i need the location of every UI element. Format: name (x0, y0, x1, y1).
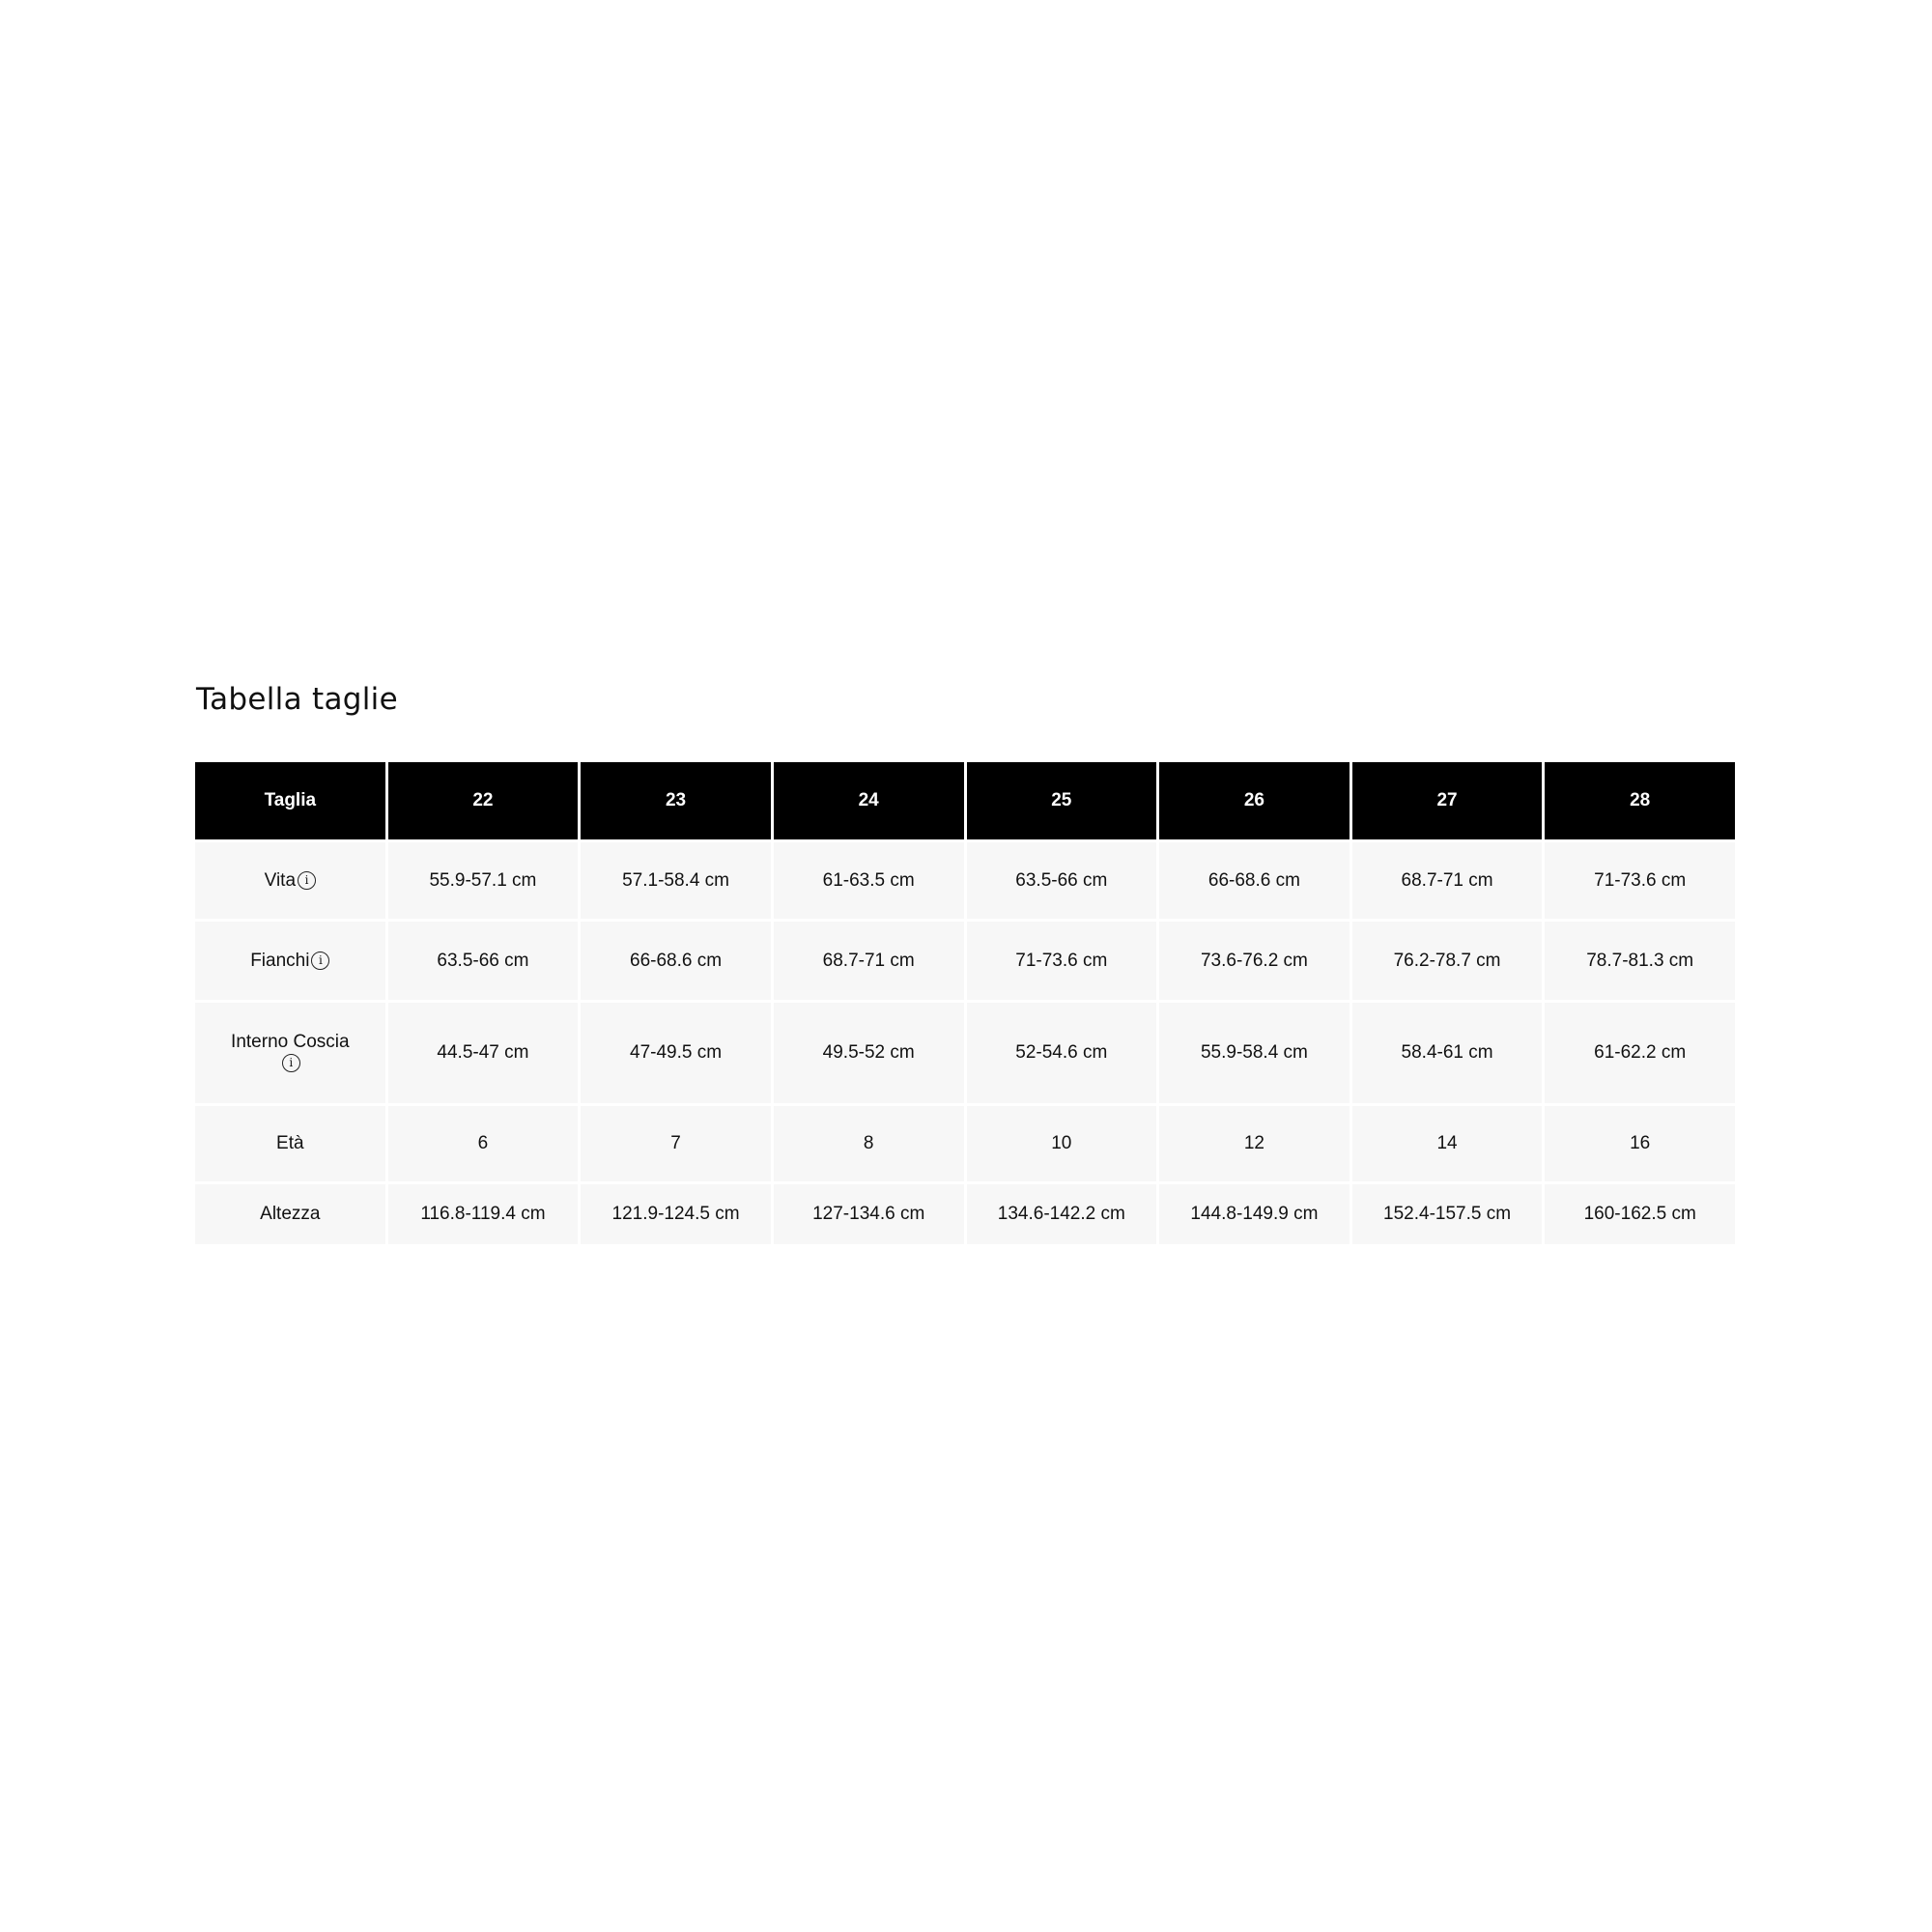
header-size-27: 27 (1351, 762, 1543, 839)
value-cell: 16 (1545, 1106, 1735, 1181)
table-row: Vita i 55.9-57.1 cm 57.1-58.4 cm 61-63.5 cm 6… (195, 842, 1735, 919)
value-cell: 76.2-78.7 cm (1351, 922, 1543, 1000)
table-row: Interno Coscia i 44.5-47 cm 47-49.5 cm 49.5-… (195, 1003, 1735, 1103)
value-cell: 61-62.2 cm (1545, 1003, 1735, 1103)
value-cell: 71-73.6 cm (1545, 842, 1735, 919)
size-chart-table: Taglia 22 23 24 25 26 27 28 Vita i 55.9-57.1 cm 57… (192, 759, 1738, 1247)
value-cell: 61-63.5 cm (773, 842, 964, 919)
value-cell: 71-73.6 cm (966, 922, 1157, 1000)
header-size-22: 22 (387, 762, 579, 839)
value-cell: 68.7-71 cm (1351, 842, 1543, 919)
value-cell: 57.1-58.4 cm (581, 842, 771, 919)
value-cell: 134.6-142.2 cm (966, 1184, 1157, 1244)
value-cell: 52-54.6 cm (966, 1003, 1157, 1103)
value-cell: 55.9-57.1 cm (387, 842, 579, 919)
table-row: Fianchi i 63.5-66 cm 66-68.6 cm 68.7-71 cm 71… (195, 922, 1735, 1000)
value-cell: 152.4-157.5 cm (1351, 1184, 1543, 1244)
value-cell: 160-162.5 cm (1545, 1184, 1735, 1244)
row-label: Altezza (260, 1204, 321, 1224)
row-label: Vita (264, 869, 297, 891)
info-icon[interactable]: i (281, 1054, 300, 1072)
value-cell: 66-68.6 cm (581, 922, 771, 1000)
header-size-23: 23 (581, 762, 771, 839)
value-cell: 49.5-52 cm (773, 1003, 964, 1103)
value-cell: 127-134.6 cm (773, 1184, 964, 1244)
value-cell: 73.6-76.2 cm (1159, 922, 1350, 1000)
row-label-cell: Età (195, 1106, 385, 1181)
value-cell: 63.5-66 cm (387, 922, 579, 1000)
value-cell: 10 (966, 1106, 1157, 1181)
info-icon[interactable]: i (298, 870, 317, 890)
value-cell: 8 (773, 1106, 964, 1181)
value-cell: 7 (581, 1106, 771, 1181)
row-label-cell: Vita i (195, 842, 385, 919)
header-size-label: Taglia (195, 762, 385, 839)
value-cell: 63.5-66 cm (966, 842, 1157, 919)
value-cell: 12 (1159, 1106, 1350, 1181)
header-size-25: 25 (966, 762, 1157, 839)
value-cell: 55.9-58.4 cm (1159, 1003, 1350, 1103)
info-icon[interactable]: i (311, 951, 330, 970)
header-size-26: 26 (1159, 762, 1350, 839)
row-label: Fianchi (250, 950, 310, 971)
value-cell: 78.7-81.3 cm (1545, 922, 1735, 1000)
row-label-cell: Interno Coscia i (195, 1003, 385, 1103)
value-cell: 44.5-47 cm (387, 1003, 579, 1103)
header-size-24: 24 (773, 762, 964, 839)
value-cell: 116.8-119.4 cm (387, 1184, 579, 1244)
value-cell: 121.9-124.5 cm (581, 1184, 771, 1244)
page-title: Tabella taglie (196, 682, 398, 717)
row-label-cell: Fianchi i (195, 922, 385, 1000)
table-row: Età 6 7 8 10 12 14 16 (195, 1106, 1735, 1181)
row-label: Interno Coscia (231, 1032, 350, 1052)
value-cell: 58.4-61 cm (1351, 1003, 1543, 1103)
value-cell: 47-49.5 cm (581, 1003, 771, 1103)
row-label-cell: Altezza (195, 1184, 385, 1244)
value-cell: 144.8-149.9 cm (1159, 1184, 1350, 1244)
header-size-28: 28 (1545, 762, 1735, 839)
value-cell: 66-68.6 cm (1159, 842, 1350, 919)
value-cell: 14 (1351, 1106, 1543, 1181)
value-cell: 6 (387, 1106, 579, 1181)
value-cell: 68.7-71 cm (773, 922, 964, 1000)
table-row: Altezza 116.8-119.4 cm 121.9-124.5 cm 127-1… (195, 1184, 1735, 1244)
row-label: Età (276, 1133, 304, 1153)
header-row: Taglia 22 23 24 25 26 27 28 (195, 762, 1735, 839)
